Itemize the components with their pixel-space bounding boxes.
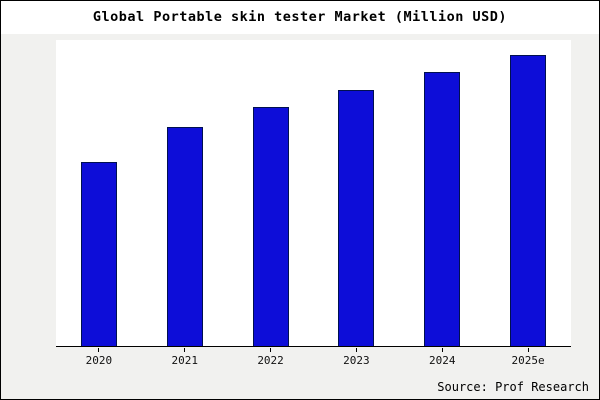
chart-title: Global Portable skin tester Market (Mill… [1, 1, 599, 34]
tick-mark [441, 348, 443, 352]
x-tick-label: 2025e [485, 348, 571, 367]
x-tick-text: 2020 [85, 354, 113, 367]
bar-slot [56, 40, 142, 346]
tick-mark [355, 348, 357, 352]
x-tick-label: 2021 [142, 348, 228, 367]
bar-slot [313, 40, 399, 346]
bar-slot [399, 40, 485, 346]
x-axis-labels: 2020 2021 2022 2023 2024 2025e [56, 347, 571, 367]
x-tick-label: 2024 [399, 348, 485, 367]
bar-slot [142, 40, 228, 346]
bar-2021 [166, 127, 203, 346]
tick-mark [98, 348, 100, 352]
x-tick-label: 2022 [228, 348, 314, 367]
x-tick-text: 2025e [511, 354, 545, 367]
x-tick-text: 2024 [428, 354, 456, 367]
tick-mark [527, 348, 529, 352]
bars-container [56, 40, 571, 347]
bar-2020 [80, 162, 117, 346]
plot-area [56, 40, 571, 347]
x-tick-text: 2022 [257, 354, 284, 367]
bar-2022 [252, 107, 289, 346]
bar-slot [228, 40, 314, 346]
bar-2023 [338, 89, 375, 346]
tick-mark [184, 348, 186, 352]
x-tick-text: 2021 [171, 354, 198, 367]
x-tick-text: 2023 [343, 354, 370, 367]
bar-2024 [424, 72, 461, 346]
bar-slot [485, 40, 571, 346]
x-tick-label: 2023 [313, 348, 399, 367]
x-tick-label: 2020 [56, 348, 142, 367]
source-text: Source: Prof Research [437, 380, 589, 394]
tick-mark [270, 348, 272, 352]
bar-2025e [510, 54, 547, 346]
